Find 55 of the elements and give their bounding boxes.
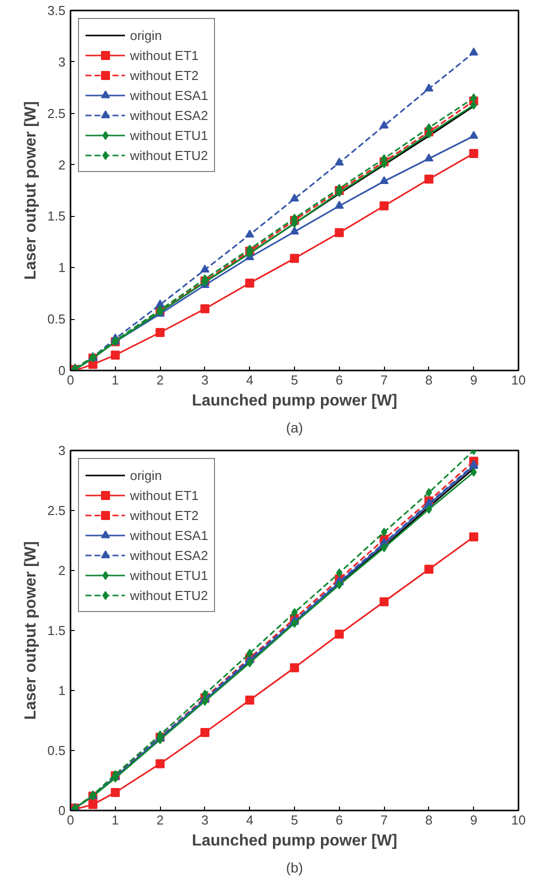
x-tick-label: 2	[156, 372, 164, 388]
text: (a)	[286, 420, 304, 436]
legend-label: origin	[130, 468, 162, 482]
x-tick-label: 8	[425, 812, 433, 828]
legend-label: without ET1	[130, 48, 199, 62]
legend-label: without ESA1	[130, 528, 208, 542]
legend-label: without ESA2	[130, 548, 208, 562]
x-tick-label: 3	[201, 372, 209, 388]
x-tick-label: 5	[290, 372, 298, 388]
x-axis-title: Launched pump power [W]	[192, 832, 398, 850]
legend-label: without ETU1	[130, 128, 208, 142]
legend-label: without ET2	[130, 68, 199, 82]
legend-label: without ET1	[130, 488, 199, 502]
x-tick-label: 9	[470, 812, 478, 828]
y-tick-label: 3.5	[47, 3, 66, 18]
x-tick-label: 5	[290, 812, 298, 828]
x-tick-label: 6	[336, 372, 343, 388]
x-axis-title: Launched pump power [W]	[192, 392, 398, 410]
x-tick-label: 9	[470, 372, 478, 388]
y-tick-label: 0.5	[47, 743, 66, 758]
legend-label: without ET2	[130, 508, 199, 522]
y-tick-label: 1.5	[47, 623, 66, 638]
legend-label: without ESA2	[130, 108, 208, 122]
x-tick-label: 6	[336, 812, 343, 828]
y-tick-label: 2.5	[47, 106, 66, 121]
x-tick-label: 7	[380, 372, 388, 388]
legend-label: without ETU1	[130, 568, 208, 582]
y-tick-label: 1	[58, 683, 66, 698]
y-tick-label: 0	[58, 803, 66, 818]
y-tick-label: 2	[58, 157, 66, 172]
y-tick-label: 3	[58, 443, 66, 458]
legend-label: without ESA1	[130, 88, 208, 102]
y-tick-label: 0	[58, 363, 66, 378]
x-tick-label: 4	[246, 812, 254, 828]
x-tick-label: 3	[201, 812, 209, 828]
x-tick-label: 1	[112, 812, 119, 828]
y-tick-label: 0.5	[47, 312, 66, 327]
y-axis-title: Laser output power [W]	[22, 541, 40, 720]
legend-label: origin	[130, 28, 162, 42]
y-tick-label: 2	[58, 563, 66, 578]
x-tick-label: 10	[511, 812, 526, 828]
y-tick-label: 1	[58, 260, 66, 276]
x-tick-label: 7	[380, 812, 388, 828]
y-tick-label: 2.5	[47, 503, 66, 518]
legend-label: without ETU2	[130, 588, 208, 602]
text: (b)	[286, 860, 304, 876]
x-tick-label: 4	[246, 372, 254, 388]
x-tick-label: 8	[425, 372, 433, 388]
x-tick-label: 2	[156, 812, 164, 828]
x-tick-label: 1	[112, 372, 119, 388]
y-tick-label: 1.5	[47, 208, 66, 224]
x-tick-label: 10	[511, 372, 526, 388]
y-axis-title: Laser output power [W]	[22, 101, 40, 280]
y-tick-label: 3	[58, 54, 66, 70]
legend-label: without ETU2	[130, 148, 208, 162]
